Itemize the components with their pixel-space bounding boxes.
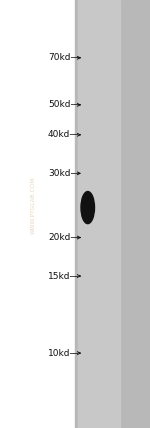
- Bar: [78, 0, 120, 428]
- Text: 70kd—: 70kd—: [48, 53, 80, 62]
- Text: 30kd—: 30kd—: [48, 169, 80, 178]
- Text: 15kd—: 15kd—: [48, 271, 80, 281]
- Bar: [0, 0, 75, 428]
- Text: 50kd—: 50kd—: [48, 100, 80, 110]
- Text: 10kd—: 10kd—: [48, 348, 80, 358]
- Text: 20kd—: 20kd—: [48, 233, 79, 242]
- Bar: [75, 0, 150, 428]
- Text: WWW.PTGLAB.COM: WWW.PTGLAB.COM: [30, 177, 36, 234]
- Text: 40kd—: 40kd—: [48, 130, 79, 140]
- Ellipse shape: [81, 192, 94, 223]
